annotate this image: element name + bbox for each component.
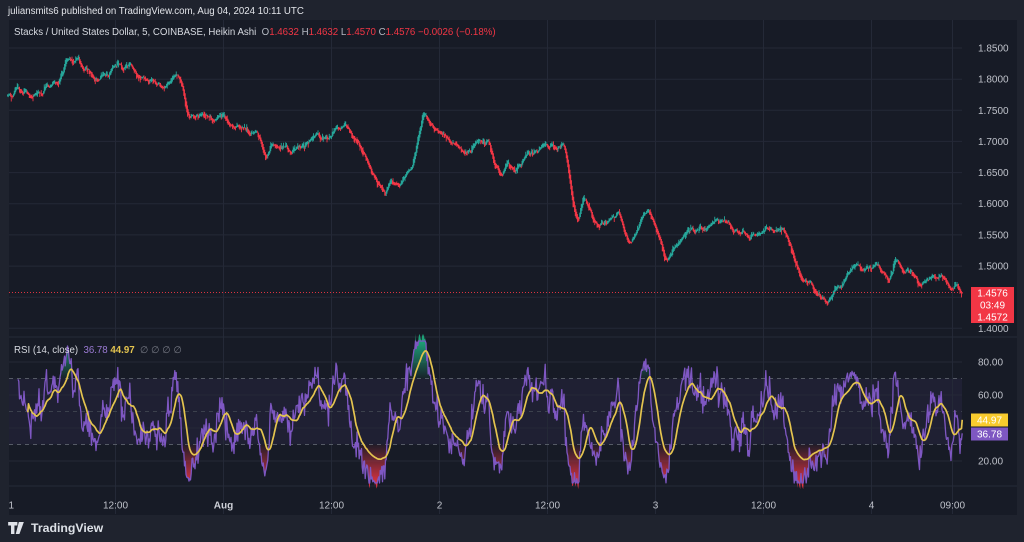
svg-text:1.4000: 1.4000	[978, 324, 1009, 335]
svg-text:Stacks / United States Dollar,: Stacks / United States Dollar, 5, COINBA…	[14, 27, 496, 38]
svg-text:2: 2	[437, 501, 443, 512]
svg-text:20.00: 20.00	[978, 457, 1003, 468]
svg-text:12:00: 12:00	[319, 501, 344, 512]
svg-text:09:00: 09:00	[940, 501, 965, 512]
svg-text:1.6500: 1.6500	[978, 168, 1009, 179]
svg-text:4: 4	[869, 501, 875, 512]
svg-text:1.4572: 1.4572	[977, 313, 1008, 324]
svg-text:80.00: 80.00	[978, 358, 1003, 369]
svg-text:12:00: 12:00	[535, 501, 560, 512]
svg-text:60.00: 60.00	[978, 391, 1003, 402]
svg-text:1.7500: 1.7500	[978, 106, 1009, 117]
svg-text:1.7000: 1.7000	[978, 137, 1009, 148]
svg-text:1.8000: 1.8000	[978, 75, 1009, 86]
svg-text:1.5500: 1.5500	[978, 230, 1009, 241]
svg-text:1: 1	[9, 501, 15, 512]
svg-text:36.78: 36.78	[977, 430, 1002, 441]
svg-text:RSI (14, close) 36.78 44.97: RSI (14, close) 36.78 44.97 ∅ ∅ ∅ ∅	[14, 345, 182, 356]
svg-text:12:00: 12:00	[103, 501, 128, 512]
svg-text:44.97: 44.97	[977, 416, 1002, 427]
svg-text:1.4576: 1.4576	[977, 289, 1008, 300]
svg-text:Aug: Aug	[214, 501, 233, 512]
svg-text:3: 3	[653, 501, 659, 512]
svg-text:1.8500: 1.8500	[978, 44, 1009, 55]
svg-text:1.5000: 1.5000	[978, 262, 1009, 273]
svg-text:03:49: 03:49	[980, 301, 1005, 312]
svg-text:12:00: 12:00	[751, 501, 776, 512]
svg-text:1.6000: 1.6000	[978, 199, 1009, 210]
